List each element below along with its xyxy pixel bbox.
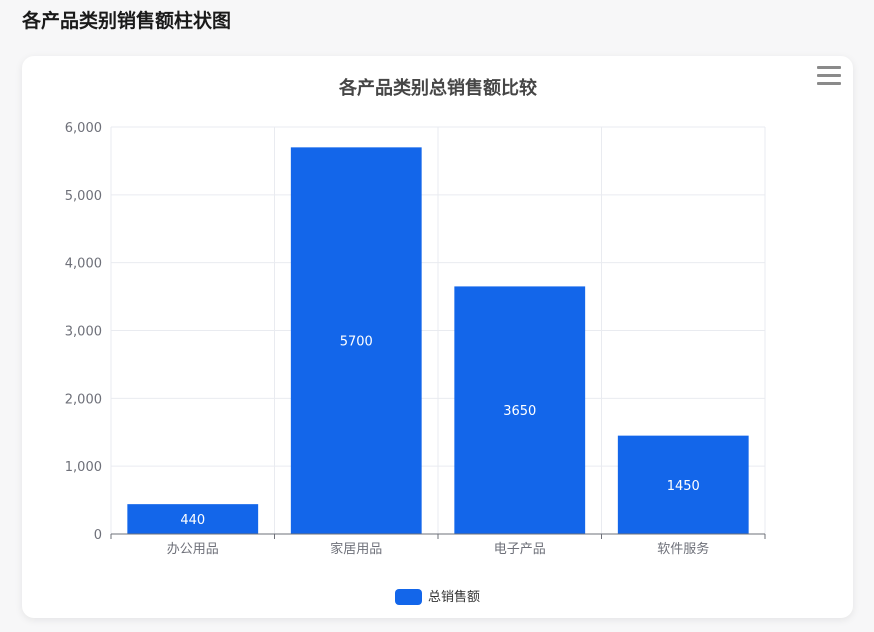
x-tick-label: 办公用品 xyxy=(167,542,219,557)
bar xyxy=(617,435,749,534)
x-tick-label: 家居用品 xyxy=(330,541,382,557)
legend[interactable]: 总销售额 xyxy=(395,589,480,605)
y-tick-label: 5,000 xyxy=(65,189,102,204)
bar-value-label: 5700 xyxy=(340,335,373,350)
y-tick-label: 6,000 xyxy=(65,121,102,136)
y-tick-label: 3,000 xyxy=(65,325,102,340)
legend-label: 总销售额 xyxy=(428,589,480,605)
y-tick-label: 2,000 xyxy=(65,392,102,407)
axes: 0 1,000 2,000 3,000 4,000 5,000 6,000 办公用品 家居用品 电… xyxy=(65,121,766,557)
x-tick-label: 软件服务 xyxy=(657,541,709,557)
bar-value-label: 440 xyxy=(180,513,205,528)
hamburger-menu-icon[interactable] xyxy=(817,66,841,88)
bar-value-label: 1450 xyxy=(667,479,700,494)
bar xyxy=(127,504,259,534)
bars xyxy=(127,147,749,534)
legend-swatch xyxy=(395,589,422,605)
bar xyxy=(290,147,422,534)
y-tick-label: 4,000 xyxy=(65,257,102,272)
data-labels: 440 5700 3650 1450 xyxy=(180,335,699,528)
grid-lines xyxy=(110,126,766,534)
bar xyxy=(454,286,586,534)
x-tick-label: 电子产品 xyxy=(494,542,546,557)
chart-title: 各产品类别总销售额比较 xyxy=(338,77,537,99)
y-tick-label: 0 xyxy=(94,528,102,543)
bar-value-label: 3650 xyxy=(503,404,536,419)
y-tick-label: 1,000 xyxy=(65,460,102,475)
page-title: 各产品类别销售额柱状图 xyxy=(22,10,232,32)
